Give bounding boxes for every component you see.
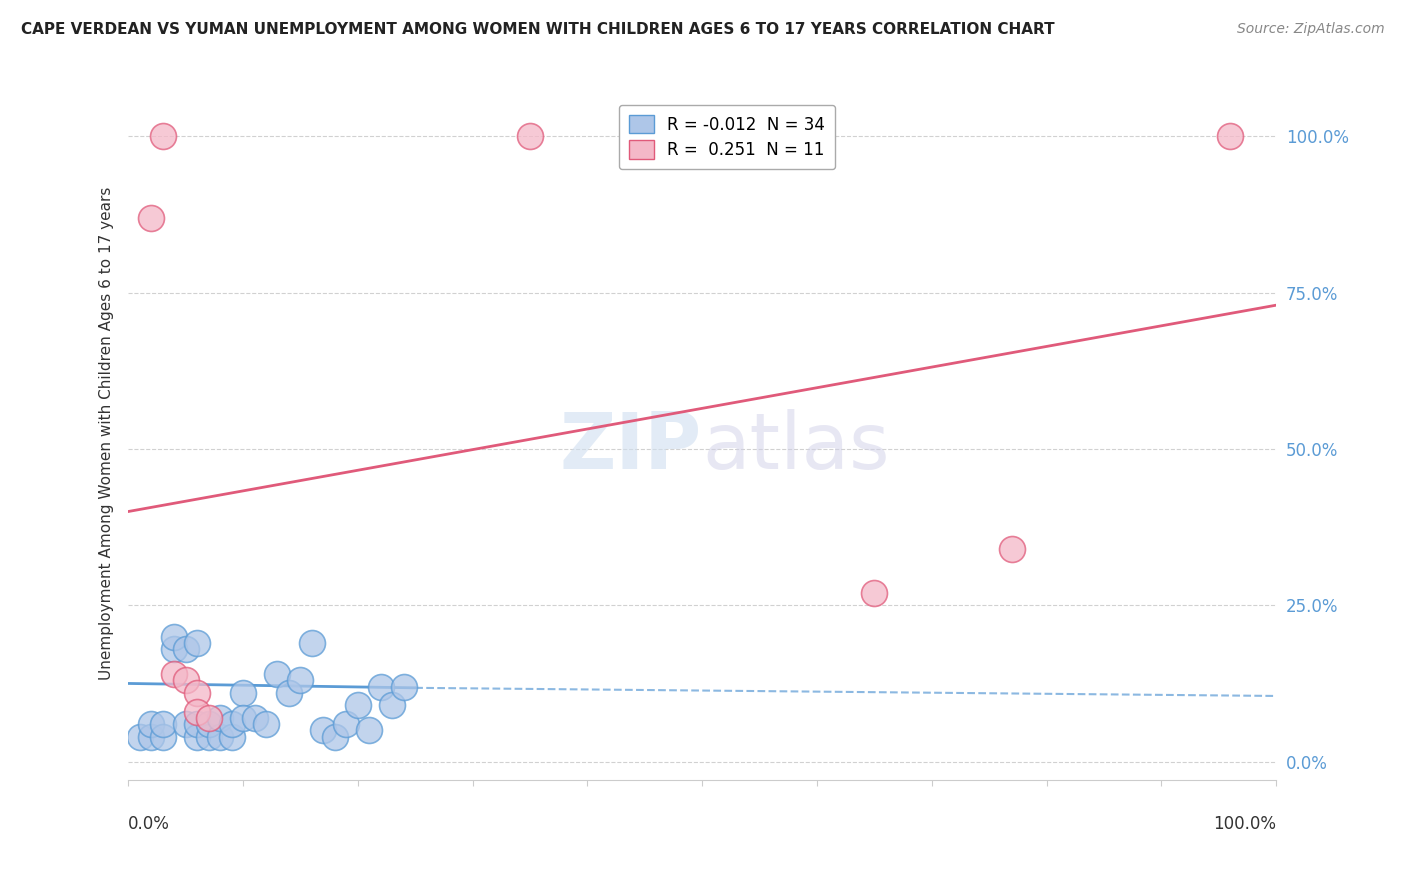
Point [266, 667, 288, 681]
Y-axis label: Unemployment Among Women with Children Ages 6 to 17 years: Unemployment Among Women with Children A… [100, 186, 114, 680]
Point [141, 211, 163, 225]
Point [232, 711, 254, 725]
Point [392, 680, 415, 694]
Point [197, 717, 219, 731]
Point [163, 667, 186, 681]
Point [278, 686, 301, 700]
Point [186, 717, 208, 731]
Point [323, 730, 346, 744]
Legend: R = -0.012  N = 34, R =  0.251  N = 11: R = -0.012 N = 34, R = 0.251 N = 11 [619, 105, 835, 169]
Point [519, 129, 541, 144]
Text: Source: ZipAtlas.com: Source: ZipAtlas.com [1237, 22, 1385, 37]
Point [209, 730, 232, 744]
Point [863, 586, 886, 600]
Point [163, 642, 186, 657]
Point [312, 723, 335, 738]
Point [359, 723, 381, 738]
Point [186, 705, 208, 719]
Point [346, 698, 368, 713]
Point [209, 711, 232, 725]
Point [152, 730, 174, 744]
Point [186, 730, 208, 744]
Point [221, 717, 243, 731]
Point [174, 673, 197, 688]
Point [197, 730, 219, 744]
Point [141, 717, 163, 731]
Point [174, 642, 197, 657]
Point [128, 730, 150, 744]
Point [254, 717, 277, 731]
Point [381, 698, 404, 713]
Point [370, 680, 392, 694]
Point [197, 711, 219, 725]
Point [1001, 542, 1024, 557]
Text: 100.0%: 100.0% [1213, 814, 1277, 833]
Point [152, 717, 174, 731]
Point [174, 717, 197, 731]
Point [141, 730, 163, 744]
Point [221, 730, 243, 744]
Point [232, 686, 254, 700]
Text: 0.0%: 0.0% [128, 814, 170, 833]
Point [186, 636, 208, 650]
Point [186, 686, 208, 700]
Point [243, 711, 266, 725]
Point [152, 129, 174, 144]
Point [290, 673, 312, 688]
Point [301, 636, 323, 650]
Point [163, 630, 186, 644]
Point [335, 717, 357, 731]
Text: atlas: atlas [702, 409, 890, 485]
Point [1219, 129, 1241, 144]
Text: ZIP: ZIP [560, 409, 702, 485]
Text: CAPE VERDEAN VS YUMAN UNEMPLOYMENT AMONG WOMEN WITH CHILDREN AGES 6 TO 17 YEARS : CAPE VERDEAN VS YUMAN UNEMPLOYMENT AMONG… [21, 22, 1054, 37]
